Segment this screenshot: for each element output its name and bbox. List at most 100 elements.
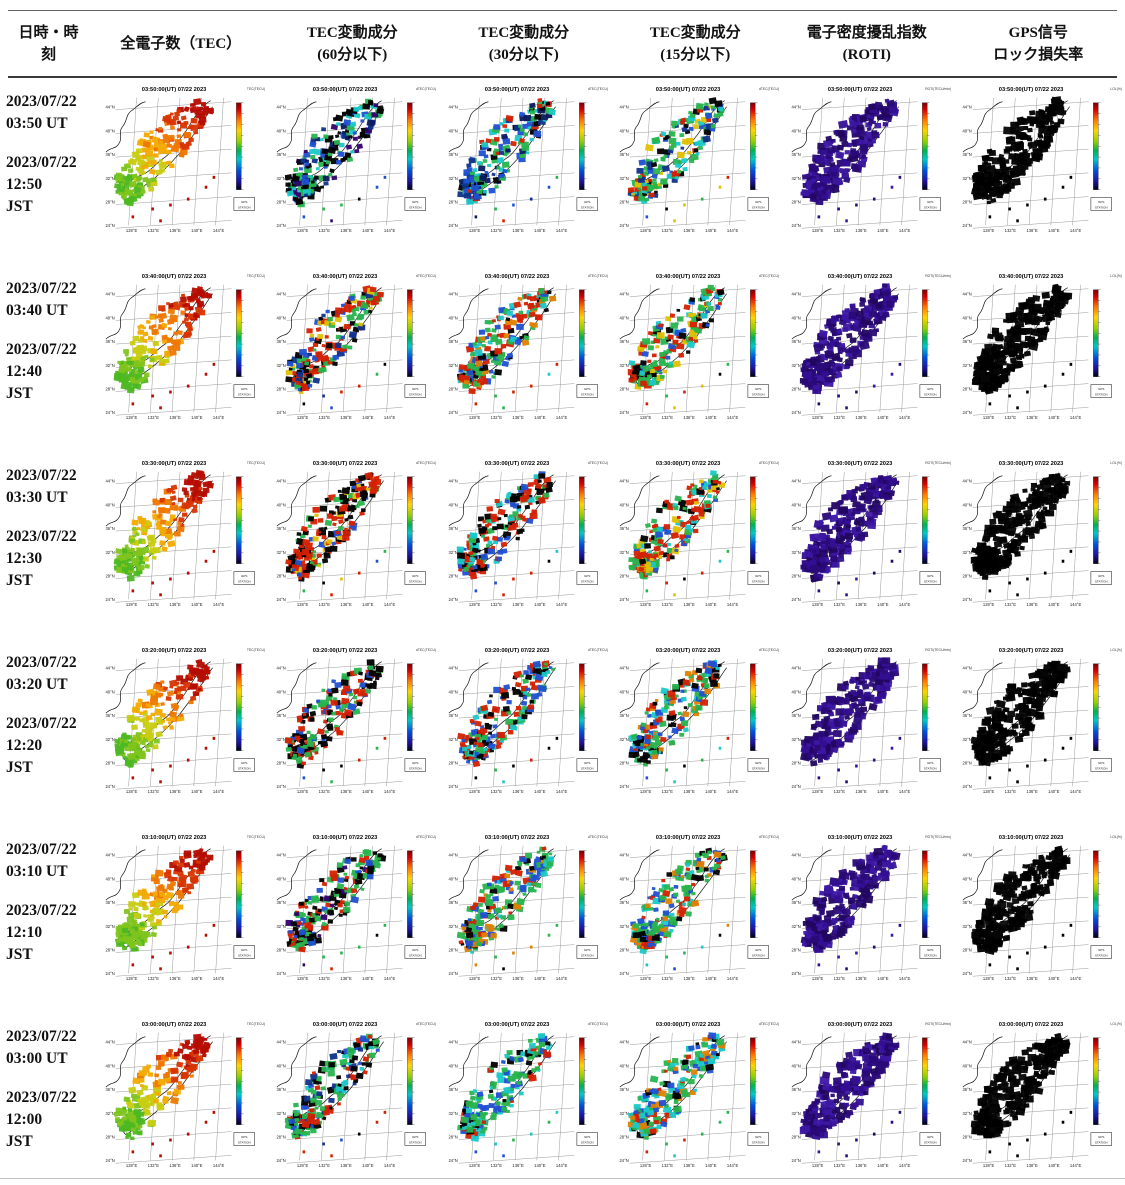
colorbar-caption: dTEC(TECU)	[588, 87, 608, 91]
map-tec30-row5: 03:00:00(UT) 07/22 2023 dTEC(TECU) 44°N 40°…	[448, 1022, 607, 1168]
station-legend-line2: STATION	[581, 953, 594, 957]
lat-tick-label: 40°N	[448, 128, 457, 133]
station-legend-box	[404, 758, 427, 772]
lon-tick-label: 140°E	[877, 976, 889, 981]
lat-tick-label: 24°N	[620, 1158, 629, 1163]
lat-tick-label: 32°N	[105, 924, 114, 929]
lon-tick-label: 132°E	[1005, 228, 1017, 233]
lon-tick-label: 128°E	[469, 976, 481, 981]
lon-tick-label: 132°E	[833, 789, 845, 794]
map-cell: 03:20:00(UT) 07/22 2023 LOL(%) 44°N 40°N 36°…	[953, 636, 1125, 823]
lon-tick-label: 128°E	[297, 228, 309, 233]
lat-tick-label: 28°N	[105, 761, 114, 766]
map-tec60-row5: 03:00:00(UT) 07/22 2023 dTEC(TECU) 44°N 40°…	[277, 1022, 436, 1168]
lat-tick-label: 44°N	[448, 666, 457, 671]
jst-date: 2023/07/22	[6, 902, 77, 919]
lat-tick-label: 28°N	[277, 574, 286, 579]
jst-time: 12:30	[6, 550, 43, 567]
lat-tick-label: 44°N	[277, 666, 286, 671]
map-title: 03:00:00(UT) 07/22 2023	[142, 1022, 207, 1028]
lat-tick-label: 40°N	[105, 128, 114, 133]
lat-tick-label: 24°N	[963, 597, 972, 602]
colorbar-caption: dTEC(TECU)	[588, 461, 608, 465]
colorbar-caption: dTEC(TECU)	[416, 1022, 436, 1026]
colorbar	[921, 102, 928, 190]
lat-tick-label: 28°N	[448, 387, 457, 392]
data-patches	[628, 470, 726, 580]
map-title: 03:40:00(UT) 07/22 2023	[485, 274, 550, 280]
data-patches	[971, 96, 1067, 205]
map-tec-row4: 03:10:00(UT) 07/22 2023 TEC(TECU) 44°N 40°N…	[105, 835, 264, 981]
lat-tick-label: 36°N	[448, 1087, 457, 1092]
station-legend-line2: STATION	[752, 766, 765, 770]
jst-time: 12:00	[6, 1111, 43, 1128]
coastline	[448, 475, 489, 527]
column-header-gps: GPS信号 ロック損失率	[953, 13, 1125, 75]
coastline	[276, 288, 317, 340]
lat-tick-label: 40°N	[448, 876, 457, 881]
column-header-text: (60分以下)	[317, 47, 388, 63]
station-legend-box	[1090, 571, 1113, 585]
lat-tick-label: 28°N	[791, 200, 800, 205]
lat-tick-label: 32°N	[791, 924, 800, 929]
colorbar	[1093, 663, 1099, 751]
colorbar-caption: LOL(%)	[1111, 835, 1123, 839]
lat-tick-label: 24°N	[448, 223, 457, 228]
lat-tick-label: 44°N	[277, 479, 286, 484]
lon-tick-label: 128°E	[983, 602, 995, 607]
lon-tick-label: 128°E	[469, 228, 481, 233]
coastline	[619, 662, 660, 714]
lon-tick-label: 140°E	[705, 976, 717, 981]
map-title: 03:30:00(UT) 07/22 2023	[313, 461, 378, 467]
jst-date: 2023/07/22	[6, 1089, 77, 1106]
map-title: 03:30:00(UT) 07/22 2023	[828, 461, 893, 467]
lat-tick-label: 24°N	[620, 971, 629, 976]
coastline	[791, 1036, 832, 1088]
lat-tick-label: 36°N	[277, 713, 286, 718]
lat-tick-label: 28°N	[620, 761, 629, 766]
map-title: 03:00:00(UT) 07/22 2023	[313, 1022, 378, 1028]
station-legend-line2: STATION	[924, 392, 937, 396]
station-legend-line1: GPS	[927, 1135, 933, 1139]
station-legend-box	[404, 1132, 427, 1146]
lon-tick-label: 144°E	[556, 415, 568, 420]
top-rule	[8, 10, 1117, 11]
map-cell: 03:50:00(UT) 07/22 2023 dTEC(TECU) 44°N 40°…	[438, 75, 610, 262]
station-legend-line2: STATION	[752, 953, 765, 957]
lon-tick-label: 136°E	[341, 976, 353, 981]
lon-tick-label: 140°E	[534, 228, 546, 233]
lon-tick-label: 140°E	[191, 976, 203, 981]
lat-tick-label: 32°N	[620, 1111, 629, 1116]
coastline	[619, 475, 660, 527]
station-legend-line2: STATION	[581, 766, 594, 770]
lat-tick-label: 40°N	[963, 1063, 972, 1068]
lat-tick-label: 40°N	[620, 876, 629, 881]
lat-tick-label: 28°N	[277, 948, 286, 953]
station-legend-line2: STATION	[1095, 1140, 1108, 1144]
lat-tick-label: 24°N	[448, 1158, 457, 1163]
station-legend-line1: GPS	[412, 200, 418, 204]
colorbar-caption: ROTI(TECU/min)	[925, 461, 951, 465]
data-patches	[456, 660, 555, 768]
lat-tick-label: 28°N	[105, 200, 114, 205]
lon-tick-label: 128°E	[983, 789, 995, 794]
colorbar	[750, 289, 756, 377]
station-legend-line2: STATION	[924, 1140, 937, 1144]
lon-tick-label: 140°E	[362, 415, 374, 420]
colorbar-caption: ROTI(TECU/min)	[925, 1022, 951, 1026]
lon-tick-label: 140°E	[534, 1163, 546, 1168]
lat-tick-label: 44°N	[963, 853, 972, 858]
column-header-datetime: 日時・時刻	[2, 13, 95, 75]
lon-tick-label: 128°E	[983, 228, 995, 233]
jst-time: 12:50	[6, 176, 43, 193]
colorbar-caption: LOL(%)	[1111, 648, 1123, 652]
lon-tick-label: 136°E	[341, 228, 353, 233]
map-title: 03:10:00(UT) 07/22 2023	[999, 835, 1064, 841]
lon-tick-label: 140°E	[1048, 602, 1060, 607]
colorbar	[407, 289, 413, 377]
colorbar-caption: LOL(%)	[1111, 87, 1123, 91]
lon-tick-label: 132°E	[319, 228, 331, 233]
map-cell: 03:50:00(UT) 07/22 2023 LOL(%) 44°N 40°N 36°…	[953, 75, 1125, 262]
station-legend-line1: GPS	[584, 948, 590, 952]
map-tec-row2: 03:30:00(UT) 07/22 2023 TEC(TECU) 44°N 40°N…	[105, 461, 264, 607]
